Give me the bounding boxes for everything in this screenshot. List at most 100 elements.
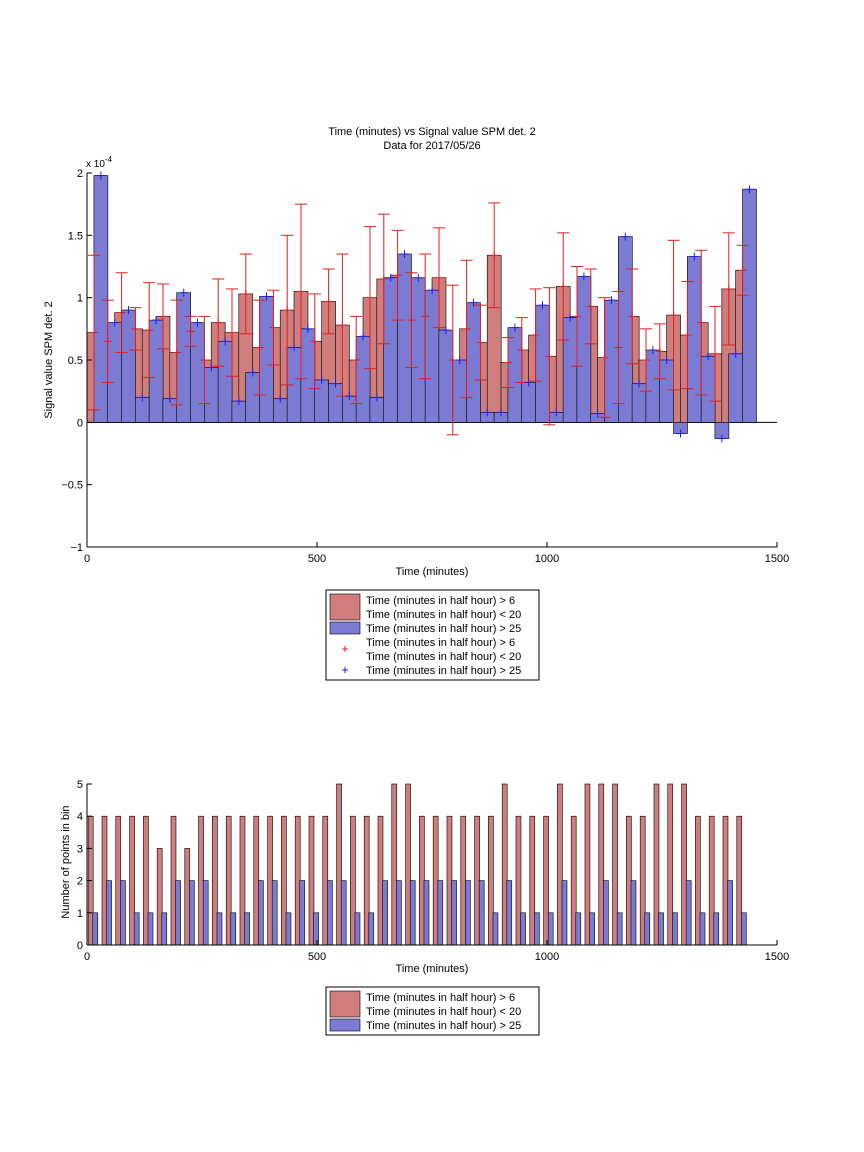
blue-count-bar (575, 912, 582, 946)
x-axis-1: 0 500 1000 1500 (84, 542, 789, 565)
red-count-bar (405, 783, 411, 946)
red-count-bar (239, 815, 246, 946)
blue-bar (617, 236, 633, 423)
red-count-bar (225, 815, 232, 946)
red-count-bar (101, 815, 108, 946)
legend-label: Time (minutes in half hour) > 25 (366, 623, 521, 635)
count-chart: 0 500 1000 1500 0 1 2 3 4 5 Time (minutes) Numbe… (60, 779, 789, 1036)
blue-count-bar (727, 880, 733, 946)
blue-count-bar (589, 912, 595, 946)
blue-count-bar (313, 912, 319, 946)
blue-count-bar (396, 880, 402, 946)
red-count-bar (184, 848, 191, 946)
red-count-bar (598, 783, 605, 946)
red-count-bar (336, 783, 342, 946)
x-tick-label: 1000 (535, 951, 559, 963)
plot-area-1 (86, 171, 777, 443)
red-count-bar (377, 815, 384, 946)
blue-bar (700, 355, 716, 423)
red-count-bar (281, 815, 287, 946)
red-count-bar (474, 815, 480, 946)
blue-count-bar (616, 912, 623, 946)
blue-count-bar (258, 880, 264, 946)
x-axis-label-1: Time (minutes) (396, 566, 469, 578)
blue-count-bar (120, 880, 126, 946)
blue-count-bar (658, 912, 664, 946)
red-count-bar (143, 815, 149, 946)
red-count-bar (515, 815, 522, 946)
blue-count-bar (175, 880, 181, 946)
blue-bar (742, 188, 757, 423)
blue-bar (383, 277, 399, 423)
blue-bar (148, 319, 164, 423)
blue-count-bar (685, 880, 692, 946)
x-tick-label: 0 (84, 553, 90, 565)
blue-count-bar (230, 912, 237, 946)
legend-box (325, 589, 540, 681)
red-count-bar (308, 815, 315, 946)
blue-bar (93, 175, 109, 423)
red-count-bar (212, 815, 218, 946)
y-tick-label: 1 (77, 908, 83, 920)
y-tick-label: 5 (77, 779, 83, 791)
legend-label: Time (minutes in half hour) < 20 (366, 609, 521, 621)
blue-count-bar (741, 912, 747, 946)
red-count-bar (170, 815, 177, 946)
legend-label: Time (minutes in half hour) > 25 (366, 665, 521, 677)
red-count-bar (695, 815, 701, 946)
red-count-bar (253, 815, 260, 946)
red-count-bar (736, 815, 743, 946)
blue-count-bar (603, 880, 609, 946)
blue-count-bar (133, 912, 140, 946)
chart-subtitle: Data for 2017/05/26 (383, 140, 480, 152)
red-count-bar (653, 783, 660, 946)
blue-bar (176, 292, 191, 423)
blue-count-bar (506, 880, 513, 946)
blue-bar (631, 383, 647, 423)
blue-count-bar (561, 880, 568, 946)
blue-count-bar (244, 912, 250, 946)
plot-area-2 (87, 783, 747, 946)
blue-bar (328, 383, 343, 423)
blue-count-bar (423, 880, 430, 946)
blue-bar (121, 309, 136, 423)
blue-count-bar (161, 912, 168, 946)
legend-label: Time (minutes in half hour) > 6 (366, 637, 515, 649)
blue-count-bar (189, 880, 195, 946)
legend-blue-swatch (329, 1018, 361, 1032)
blue-bar (728, 353, 744, 423)
y-exponent-label: x 10-4 (86, 155, 113, 170)
red-count-bar (570, 815, 577, 946)
y-tick-label: −1 (70, 542, 83, 554)
blue-count-bar (271, 880, 278, 946)
blue-count-bar (106, 880, 112, 946)
blue-count-bar (147, 912, 154, 946)
red-count-bar (488, 815, 494, 946)
red-count-bar (639, 815, 646, 946)
x-tick-label: 0 (84, 951, 90, 963)
y-tick-label: 4 (77, 811, 83, 823)
blue-count-bar (92, 912, 99, 946)
blue-count-bar (340, 880, 347, 946)
blue-bar (452, 359, 468, 423)
red-count-bar (584, 783, 591, 946)
legend-red-swatch (329, 593, 361, 621)
blue-count-bar (713, 912, 720, 946)
blue-bar (245, 372, 260, 423)
blue-bar (438, 329, 454, 423)
blue-bar (521, 382, 537, 423)
red-count-bar (350, 815, 356, 946)
blue-count-bar (644, 912, 651, 946)
blue-bar (259, 296, 274, 423)
blue-count-bar (699, 912, 706, 946)
blue-count-bar (465, 880, 471, 946)
blue-count-bar (327, 880, 333, 946)
y-tick-label: 1.5 (68, 230, 83, 242)
chart-title: Time (minutes) vs Signal value SPM det. … (328, 126, 535, 138)
legend-label: Time (minutes in half hour) < 20 (366, 651, 521, 663)
legend-label: Time (minutes in half hour) > 6 (366, 992, 515, 1004)
legend-label: Time (minutes in half hour) < 20 (366, 1006, 521, 1018)
blue-count-bar (285, 912, 292, 946)
legend-blue-swatch (329, 621, 361, 635)
